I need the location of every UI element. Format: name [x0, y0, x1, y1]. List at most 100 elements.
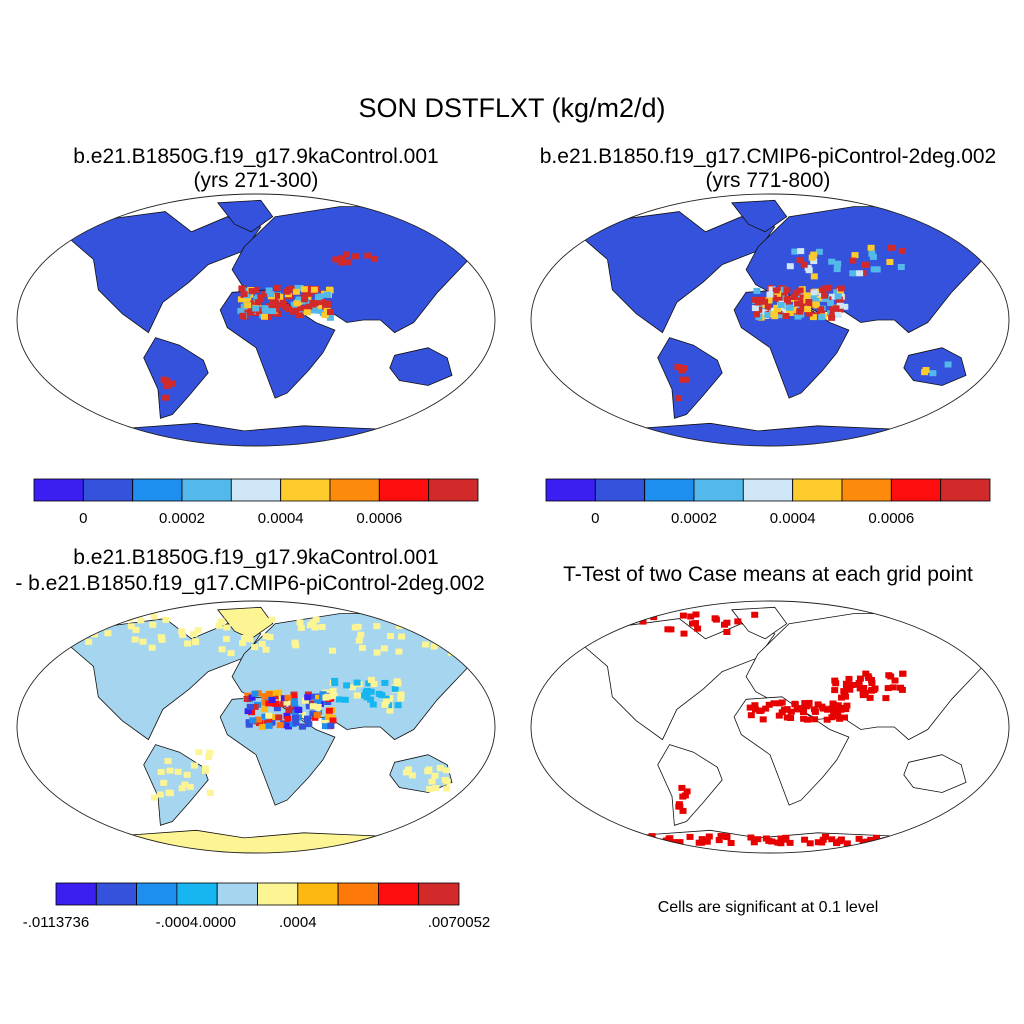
grid-cell	[292, 719, 300, 726]
grid-cell	[841, 714, 848, 721]
grid-cell	[970, 833, 978, 840]
grid-cell	[309, 303, 317, 310]
grid-cell	[359, 645, 366, 651]
grid-cell	[863, 838, 871, 845]
grid-cell	[265, 722, 273, 729]
grid-cell	[770, 311, 778, 317]
grid-cell	[422, 641, 430, 648]
grid-cell	[156, 791, 164, 798]
grid-cell	[268, 616, 276, 623]
grid-cell	[284, 716, 292, 722]
grid-cell	[241, 635, 248, 641]
grid-cell	[787, 708, 795, 715]
grid-cell	[278, 301, 286, 308]
grid-cell	[800, 715, 808, 722]
grid-cell	[766, 291, 774, 298]
grid-cell	[443, 785, 451, 792]
grid-cell	[329, 717, 337, 724]
grid-cell	[370, 681, 378, 687]
grid-cell	[164, 758, 172, 764]
grid-cell	[355, 637, 363, 644]
north-america-landmass	[580, 618, 776, 741]
grid-cell	[183, 771, 191, 778]
grid-cell	[89, 627, 97, 633]
grid-cell	[832, 305, 840, 312]
grid-cell	[443, 767, 450, 774]
grid-cell	[319, 691, 327, 698]
grid-cell	[747, 712, 755, 719]
grid-cell	[833, 840, 840, 847]
colorbar-swatch	[545, 478, 596, 502]
grid-cell	[815, 248, 823, 255]
grid-cell	[280, 695, 288, 702]
grid-cell	[104, 630, 112, 637]
grid-cell	[866, 694, 874, 701]
grid-cell	[811, 716, 819, 723]
grid-cell	[261, 693, 268, 700]
grid-cell	[382, 698, 390, 705]
grid-cell	[935, 839, 942, 846]
grid-cell	[808, 254, 816, 261]
grid-cell	[814, 701, 822, 708]
grid-cell	[273, 284, 281, 291]
grid-cell	[357, 631, 365, 638]
grid-cell	[823, 716, 831, 723]
grid-cell	[836, 302, 844, 309]
grid-cell	[251, 703, 259, 710]
grid-cell	[891, 677, 899, 684]
grid-cell	[132, 626, 140, 633]
grid-cell	[240, 291, 248, 297]
grid-cell	[432, 633, 440, 640]
grid-cell	[301, 296, 309, 303]
grid-cell	[402, 769, 410, 776]
grid-cell	[834, 702, 842, 709]
grid-cell	[271, 700, 279, 707]
grid-cell	[302, 697, 309, 704]
grid-cell	[625, 835, 633, 842]
grid-cell	[431, 628, 439, 635]
grid-cell	[796, 308, 804, 315]
map-border	[16, 193, 496, 447]
grid-cell	[711, 615, 719, 622]
grid-cell	[791, 701, 799, 708]
grid-cell	[828, 314, 836, 321]
grid-cell	[843, 702, 851, 709]
grid-cell	[338, 259, 346, 266]
grid-cell	[834, 293, 842, 300]
grid-cell	[792, 289, 800, 296]
grid-cell	[323, 291, 331, 298]
grid-cell	[842, 706, 850, 713]
grid-cell	[751, 305, 759, 312]
grid-cell	[313, 712, 321, 719]
grid-cell	[104, 619, 112, 626]
grid-cell	[305, 703, 313, 710]
grid-cell	[275, 714, 283, 721]
grid-cell	[285, 707, 293, 714]
grid-cell	[184, 640, 192, 647]
australia-landmass	[903, 754, 967, 793]
grid-cell	[375, 690, 383, 697]
grid-cell	[862, 261, 869, 268]
grid-cell	[884, 685, 892, 692]
grid-cell	[929, 370, 937, 377]
grid-cell	[855, 681, 863, 688]
grid-cell	[266, 634, 274, 641]
grid-cell	[244, 708, 252, 715]
panel-case2-title-line1: b.e21.B1850.f19_g17.CMIP6-piControl-2deg…	[539, 145, 997, 168]
map-panel-ttest	[530, 600, 1010, 854]
grid-cell	[478, 621, 486, 628]
grid-cell	[317, 303, 325, 309]
grid-cell	[734, 618, 742, 625]
grid-cell	[298, 711, 306, 718]
grid-cell	[841, 690, 849, 696]
grid-cell	[768, 286, 776, 293]
colorbar-swatch	[428, 478, 479, 502]
grid-cell	[841, 303, 849, 310]
grid-cell	[362, 689, 370, 695]
grid-cell	[151, 794, 158, 801]
grid-cell	[783, 299, 791, 306]
grid-cell	[777, 312, 785, 319]
grid-cell	[856, 270, 864, 277]
grid-cell	[859, 839, 867, 846]
grid-cell	[325, 713, 333, 720]
